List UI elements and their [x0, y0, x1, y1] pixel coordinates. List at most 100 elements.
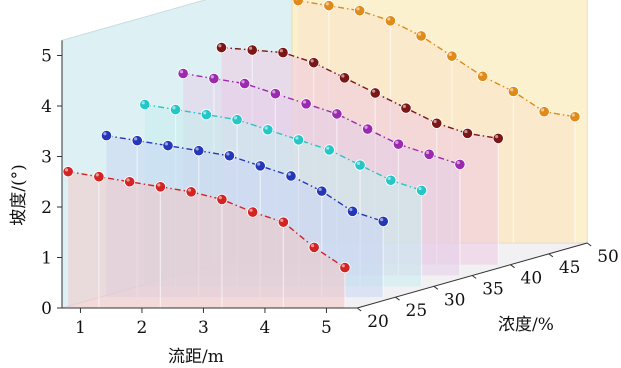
- data-point: [339, 261, 351, 274]
- point-highlight: [433, 119, 437, 124]
- data-point: [308, 241, 320, 253]
- y-tick-label: 0: [41, 299, 52, 319]
- z-tick-mark: [510, 264, 515, 269]
- y-tick-label: 1: [41, 249, 52, 269]
- data-point: [323, 0, 335, 12]
- point-highlight: [249, 46, 253, 50]
- data-point: [208, 72, 220, 85]
- data-point: [300, 98, 312, 110]
- point-highlight: [187, 188, 192, 192]
- data-point: [569, 111, 581, 123]
- point-highlight: [510, 88, 514, 92]
- data-point: [292, 134, 305, 146]
- point-highlight: [249, 208, 253, 212]
- point-highlight: [395, 140, 399, 144]
- point-highlight: [226, 152, 230, 156]
- data-point: [169, 103, 182, 116]
- data-point: [154, 181, 166, 193]
- point-highlight: [295, 136, 299, 140]
- point-highlight: [272, 90, 276, 94]
- point-highlight: [571, 113, 575, 117]
- data-point: [139, 98, 151, 111]
- data-point: [292, 0, 304, 7]
- series-line-35: [183, 72, 461, 166]
- x-tick-label: 4: [260, 318, 271, 338]
- point-highlight: [280, 218, 284, 222]
- x-axis-label: 流距/m: [168, 347, 224, 367]
- point-highlight: [456, 161, 460, 165]
- point-highlight: [134, 137, 138, 141]
- data-point: [277, 216, 289, 228]
- data-point: [346, 205, 359, 217]
- point-highlight: [325, 2, 329, 6]
- series-line-25: [106, 134, 384, 223]
- data-point: [246, 44, 258, 56]
- data-point: [231, 114, 243, 126]
- z-tick-mark: [395, 296, 400, 301]
- data-point: [384, 15, 396, 27]
- z-tick-label: 50: [597, 247, 619, 267]
- data-point: [62, 166, 74, 178]
- data-point: [216, 193, 228, 206]
- point-highlight: [364, 125, 368, 129]
- point-highlight: [372, 89, 376, 93]
- point-highlight: [172, 106, 176, 110]
- data-point: [215, 41, 228, 54]
- data-point: [316, 185, 328, 197]
- data-point: [392, 138, 404, 150]
- series-25: [100, 129, 389, 228]
- point-highlight: [448, 52, 452, 56]
- series-line-20: [68, 170, 346, 269]
- series-50: [292, 0, 581, 123]
- data-point: [400, 102, 412, 114]
- point-highlight: [417, 32, 422, 36]
- series-panel-20: [68, 171, 345, 308]
- data-point: [331, 108, 343, 120]
- data-point: [492, 132, 504, 145]
- data-point: [423, 148, 435, 160]
- data-point: [362, 123, 374, 135]
- z-tick-label: 45: [559, 258, 581, 278]
- data-point: [385, 174, 397, 186]
- series-panels: [68, 0, 576, 308]
- y-tick-label: 4: [41, 97, 52, 117]
- point-highlight: [310, 59, 314, 63]
- z-tick-mark: [548, 253, 554, 258]
- data-point: [354, 5, 366, 17]
- data-point: [185, 186, 197, 198]
- data-point: [377, 215, 389, 228]
- series-35: [177, 67, 466, 170]
- z-tick-mark: [356, 307, 362, 312]
- series-20: [62, 166, 351, 274]
- data-point: [454, 158, 466, 170]
- data-point: [431, 117, 443, 129]
- x-tick-label: 2: [137, 318, 148, 338]
- y-tick-label: 2: [41, 198, 52, 218]
- data-point: [477, 70, 489, 82]
- y-axis-label: 坡度/(°): [9, 164, 29, 226]
- y-tick-label: 5: [41, 47, 52, 67]
- point-highlight: [241, 80, 245, 84]
- data-point: [338, 72, 351, 84]
- data-point: [461, 127, 474, 139]
- data-point: [538, 106, 550, 118]
- data-point: [200, 109, 212, 121]
- z-tick-mark: [586, 242, 592, 247]
- point-highlight: [341, 264, 345, 268]
- z-tick-mark: [471, 275, 477, 279]
- data-point: [308, 57, 320, 69]
- point-highlight: [210, 75, 214, 79]
- point-highlight: [349, 207, 353, 212]
- z-tick-label: 35: [482, 280, 504, 300]
- point-highlight: [356, 7, 360, 11]
- point-highlight: [341, 74, 345, 78]
- point-highlight: [495, 135, 499, 139]
- z-tick-mark: [433, 285, 439, 290]
- point-highlight: [425, 150, 430, 155]
- point-highlight: [387, 17, 391, 21]
- data-point: [247, 206, 259, 218]
- point-highlight: [95, 173, 99, 177]
- data-point: [277, 46, 289, 59]
- point-highlight: [64, 168, 69, 172]
